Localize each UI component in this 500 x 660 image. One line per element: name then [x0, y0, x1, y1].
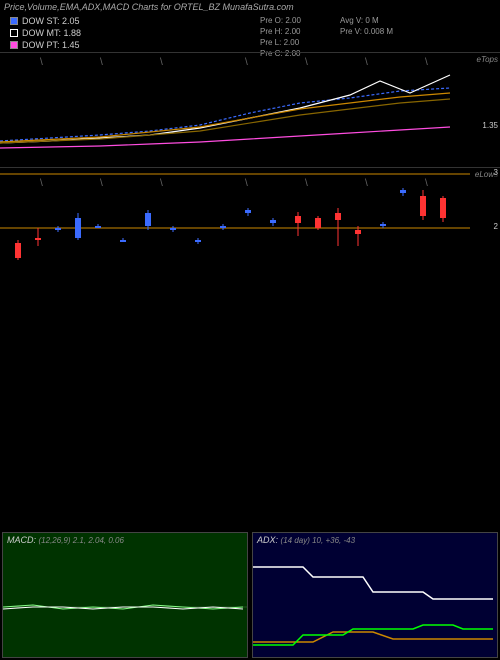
macd-chart — [3, 547, 248, 658]
swatch-mt — [10, 29, 18, 37]
indicator-panels: MACD: (12,26,9) 2.1, 2.04, 0.06 ADX: (14… — [0, 530, 500, 660]
macd-params: (12,26,9) 2.1, 2.04, 0.06 — [39, 536, 124, 545]
svg-text:\: \ — [100, 57, 103, 68]
pre-v: Pre V: 0.008 M — [340, 27, 393, 36]
svg-text:\: \ — [365, 57, 368, 68]
svg-text:\: \ — [305, 178, 308, 189]
legend-mt: DOW MT: 1.88 — [10, 28, 81, 38]
legend: DOW ST: 2.05 DOW MT: 1.88 DOW PT: 1.45 — [10, 16, 81, 50]
header-info: DOW ST: 2.05 DOW MT: 1.88 DOW PT: 1.45 P… — [0, 14, 500, 52]
svg-text:\: \ — [425, 178, 428, 189]
panel1-label: eTops — [477, 55, 499, 64]
marker-3: 3 — [494, 168, 498, 177]
legend-st: DOW ST: 2.05 — [10, 16, 81, 26]
svg-text:\: \ — [305, 57, 308, 68]
svg-text:\: \ — [160, 178, 163, 189]
macd-panel: MACD: (12,26,9) 2.1, 2.04, 0.06 — [2, 532, 248, 658]
price-chart: \ \ \ \ \ \ \ — [0, 53, 470, 168]
legend-pt: DOW PT: 1.45 — [10, 40, 81, 50]
swatch-pt — [10, 41, 18, 49]
marker-2: 2 — [494, 222, 498, 231]
price-marker: 1.35 — [482, 121, 498, 130]
macd-title: MACD: — [7, 535, 36, 545]
candle-chart: \ \ \ \ \ \ \ — [0, 168, 470, 298]
svg-text:\: \ — [365, 178, 368, 189]
svg-text:\: \ — [245, 178, 248, 189]
pre-h: Pre H: 2.00 — [260, 27, 301, 36]
adx-title: ADX: — [257, 535, 278, 545]
pre-l: Pre L: 2.00 — [260, 38, 301, 47]
vol-col: Avg V: 0 M Pre V: 0.008 M — [340, 16, 393, 36]
svg-text:\: \ — [40, 178, 43, 189]
macd-title-row: MACD: (12,26,9) 2.1, 2.04, 0.06 — [3, 533, 247, 547]
avg-v: Avg V: 0 M — [340, 16, 393, 25]
adx-title-row: ADX: (14 day) 10, +36, -43 — [253, 533, 497, 547]
swatch-st — [10, 17, 18, 25]
svg-text:\: \ — [40, 57, 43, 68]
chart-title: Price,Volume,EMA,ADX,MACD Charts for ORT… — [0, 0, 500, 14]
legend-mt-label: DOW MT: 1.88 — [22, 28, 81, 38]
gap-area — [0, 297, 500, 447]
svg-text:\: \ — [425, 57, 428, 68]
svg-text:\: \ — [245, 57, 248, 68]
candle-panel: eLows \\\\\\\ 3 2 — [0, 167, 500, 297]
svg-text:\: \ — [160, 57, 163, 68]
svg-text:\: \ — [100, 178, 103, 189]
adx-chart — [253, 547, 498, 658]
pre-o: Pre O: 2.00 — [260, 16, 301, 25]
legend-st-label: DOW ST: 2.05 — [22, 16, 80, 26]
price-panel: eTops \ \ \ \ \ \ \ 1.35 — [0, 52, 500, 167]
adx-panel: ADX: (14 day) 10, +36, -43 — [252, 532, 498, 658]
adx-params: (14 day) 10, +36, -43 — [281, 536, 356, 545]
legend-pt-label: DOW PT: 1.45 — [22, 40, 80, 50]
